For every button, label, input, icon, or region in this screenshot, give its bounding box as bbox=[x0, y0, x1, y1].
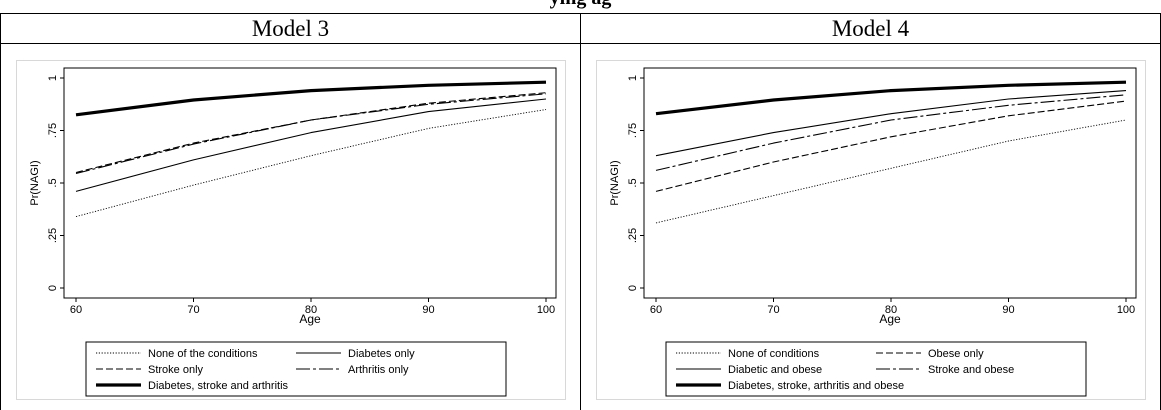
x-tick-label: 90 bbox=[422, 304, 434, 316]
y-tick-label: 0 bbox=[47, 285, 59, 291]
y-tick-label: .75 bbox=[47, 123, 59, 138]
series-line bbox=[75, 98, 547, 192]
legend-label: None of the conditions bbox=[148, 348, 258, 360]
series-line bbox=[655, 90, 1127, 157]
series-line bbox=[655, 80, 1127, 116]
y-axis-label: Pr(NAGI) bbox=[29, 160, 41, 205]
column-divider bbox=[580, 14, 581, 410]
series-line bbox=[75, 93, 547, 175]
legend-label: Diabetes only bbox=[348, 348, 415, 360]
model-3-title: Model 3 bbox=[251, 16, 330, 41]
legend-label: Diabetes, stroke, arthritis and obese bbox=[728, 380, 904, 392]
x-axis-label: Age bbox=[879, 312, 901, 326]
legend-label: Obese only bbox=[928, 348, 984, 360]
y-tick-label: .75 bbox=[627, 123, 639, 138]
x-tick-label: 90 bbox=[1002, 304, 1014, 316]
y-tick-label: .25 bbox=[627, 228, 639, 243]
model-3-chart: 0 .25 .5 .75 1 60 70 80 90 100 Age Pr(NAGI) None of … bbox=[16, 60, 566, 400]
y-tick-label: .25 bbox=[47, 228, 59, 243]
series-line bbox=[655, 100, 1127, 192]
series-line bbox=[655, 94, 1127, 171]
y-tick-label: 0 bbox=[627, 285, 639, 291]
x-tick-label: 70 bbox=[187, 304, 199, 316]
figure-table: Model 3 Model 4 0 .25 .5 .75 1 60 70 80 90 100 Age… bbox=[0, 13, 1161, 410]
x-axis-label: Age bbox=[299, 312, 321, 326]
series-line bbox=[655, 119, 1127, 224]
y-tick-label: .5 bbox=[47, 178, 59, 187]
legend-label: Diabetic and obese bbox=[728, 364, 822, 376]
legend-label: None of conditions bbox=[728, 348, 820, 360]
x-tick-label: 100 bbox=[1117, 304, 1135, 316]
x-tick-label: 60 bbox=[650, 304, 662, 316]
x-tick-label: 60 bbox=[70, 304, 82, 316]
y-tick-label: 1 bbox=[47, 75, 59, 81]
series-line bbox=[75, 80, 547, 117]
y-axis-label: Pr(NAGI) bbox=[609, 160, 621, 205]
x-tick-label: 80 bbox=[885, 304, 897, 316]
y-tick-label: 1 bbox=[627, 75, 639, 81]
x-tick-label: 100 bbox=[537, 304, 555, 316]
clipped-title: ying ag bbox=[0, 0, 1161, 10]
y-tick-label: .5 bbox=[627, 178, 639, 187]
x-tick-label: 70 bbox=[767, 304, 779, 316]
legend-label: Arthritis only bbox=[348, 364, 409, 376]
legend-label: Diabetes, stroke and arthritis bbox=[148, 380, 289, 392]
x-tick-label: 80 bbox=[305, 304, 317, 316]
model-4-title: Model 4 bbox=[831, 16, 910, 41]
model-4-chart: 0 .25 .5 .75 1 60 70 80 90 100 Age Pr(NAGI) None of … bbox=[596, 60, 1146, 400]
legend-label: Stroke and obese bbox=[928, 364, 1014, 376]
legend-label: Stroke only bbox=[148, 364, 204, 376]
